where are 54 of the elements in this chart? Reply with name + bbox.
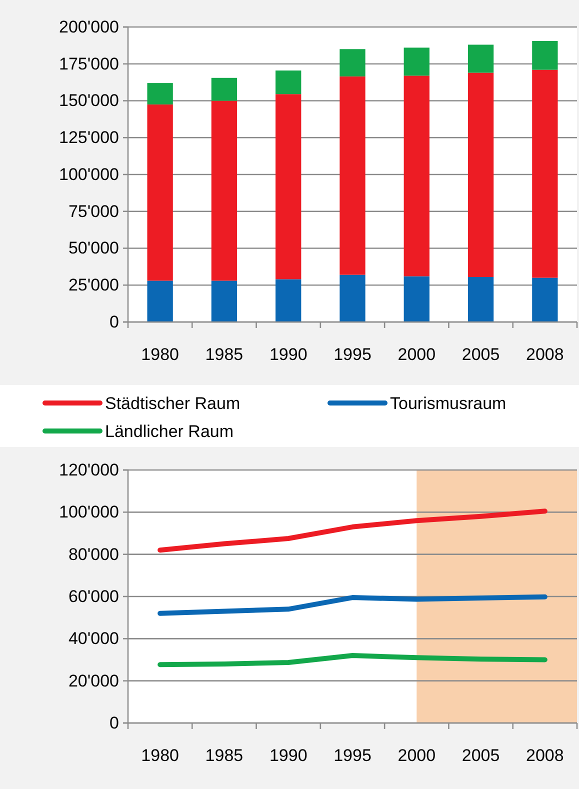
x-tick-label: 2000 — [398, 746, 436, 766]
bar — [468, 44, 494, 73]
y-tick-label: 0 — [110, 713, 119, 732]
y-tick-label: 0 — [110, 312, 119, 332]
x-tick-label: 2008 — [526, 345, 564, 364]
bar — [532, 70, 558, 278]
bar — [147, 104, 173, 281]
bar — [211, 280, 238, 322]
y-tick-label: 25'000 — [68, 276, 119, 295]
x-tick-label: 1995 — [334, 345, 372, 364]
legend-label: Städtischer Raum — [105, 394, 240, 413]
legend-label: Tourismusraum — [390, 394, 506, 413]
bar — [276, 279, 302, 322]
x-tick-label: 2008 — [526, 746, 564, 766]
x-tick-label: 1985 — [205, 345, 244, 364]
x-tick-label: 1985 — [205, 746, 244, 766]
bar — [211, 78, 238, 101]
bar — [532, 41, 558, 70]
x-tick-label: 1990 — [269, 746, 308, 766]
bar — [340, 76, 366, 275]
y-tick-label: 50'000 — [68, 238, 119, 258]
bar — [532, 278, 558, 322]
x-tick-label: 1990 — [269, 345, 308, 364]
y-tick-label: 60'000 — [68, 586, 119, 606]
x-tick-label: 2005 — [462, 345, 500, 364]
bar — [276, 94, 302, 280]
legend-label: Ländlicher Raum — [105, 422, 234, 441]
bar — [211, 100, 238, 281]
x-tick-label: 1980 — [141, 746, 179, 766]
bar — [404, 276, 430, 322]
x-tick-label: 1995 — [334, 746, 372, 766]
y-tick-label: 40'000 — [68, 629, 119, 648]
bar — [340, 274, 366, 322]
y-tick-label: 125'000 — [59, 128, 119, 148]
y-tick-label: 100'000 — [59, 502, 119, 522]
x-tick-label: 2005 — [462, 746, 500, 766]
x-tick-label: 1980 — [141, 345, 179, 364]
y-tick-label: 80'000 — [68, 544, 119, 564]
bar — [468, 277, 494, 322]
y-tick-label: 75'000 — [68, 202, 119, 221]
x-tick-label: 2000 — [398, 345, 436, 364]
y-tick-label: 120'000 — [59, 460, 119, 480]
bar — [276, 70, 302, 94]
y-tick-label: 200'000 — [59, 17, 119, 36]
bar — [404, 76, 430, 276]
y-tick-label: 150'000 — [59, 91, 119, 110]
y-tick-label: 175'000 — [59, 54, 119, 74]
bar — [468, 72, 494, 278]
bar — [147, 83, 173, 104]
y-tick-label: 20'000 — [68, 671, 119, 690]
bar — [404, 48, 430, 76]
bar — [340, 49, 366, 76]
bar — [147, 280, 173, 322]
y-tick-label: 100'000 — [59, 164, 119, 184]
